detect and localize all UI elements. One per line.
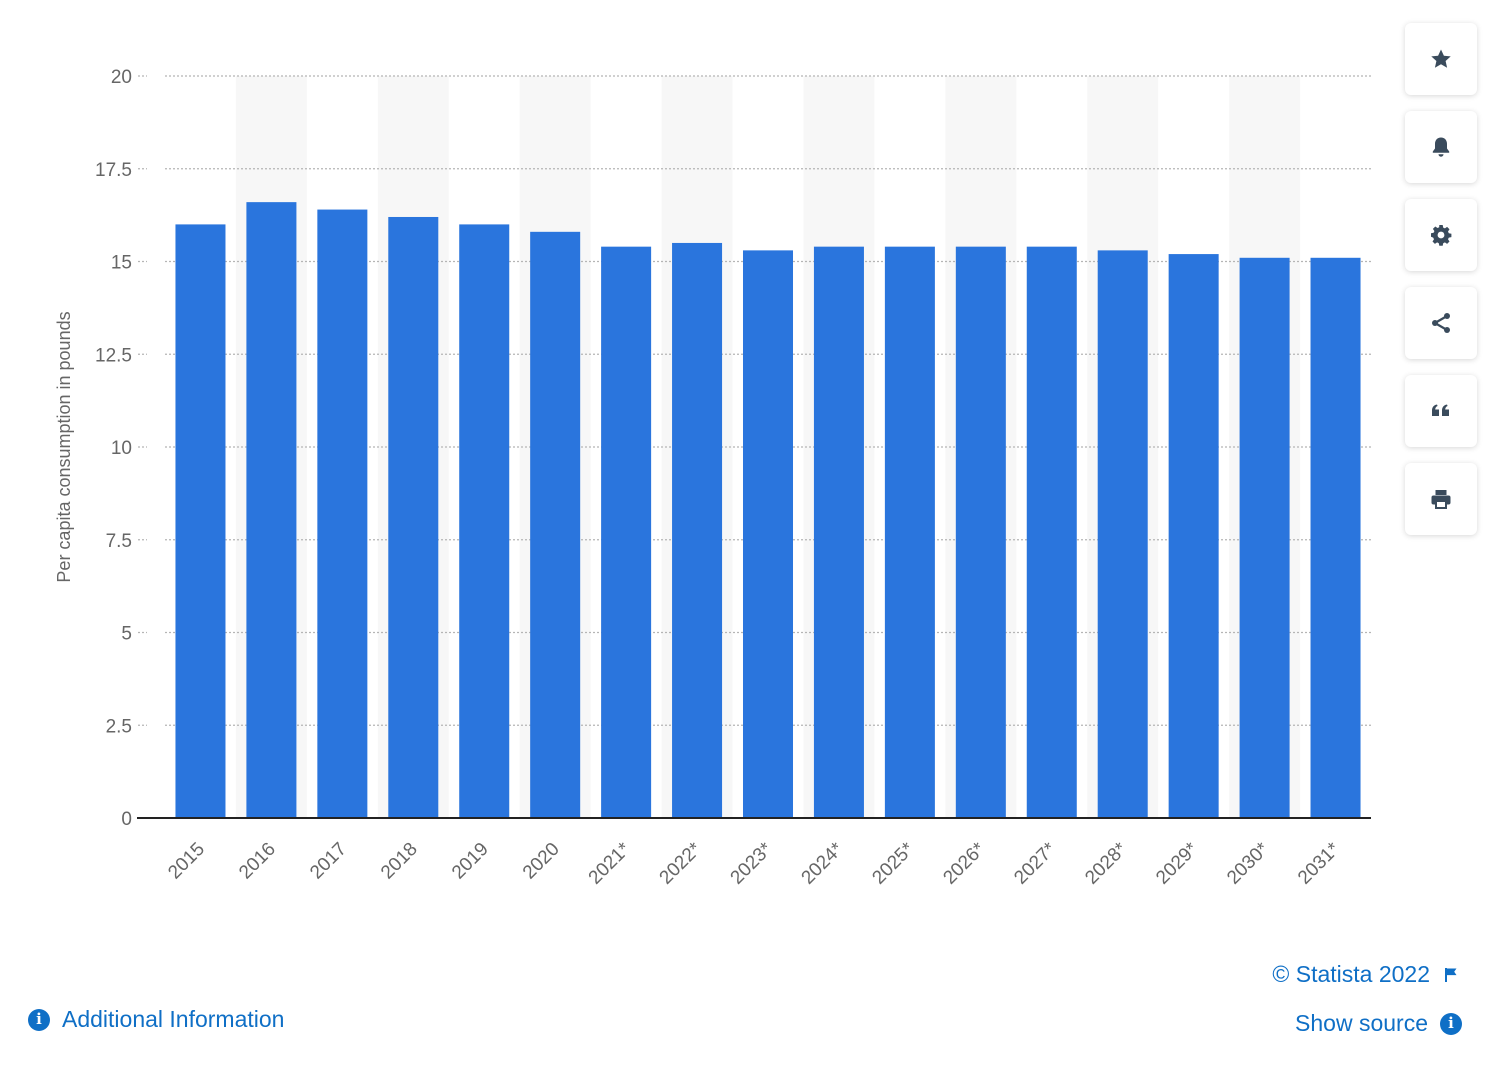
bar[interactable] <box>1168 254 1219 818</box>
x-tick-label: 2029* <box>1152 838 1202 888</box>
additional-information-text: Additional Information <box>62 1006 285 1032</box>
info-icon: i <box>28 1008 50 1031</box>
x-tick-label: 2021* <box>585 838 635 888</box>
print-button[interactable] <box>1405 463 1477 535</box>
x-tick-label: 2025* <box>868 838 918 888</box>
bar[interactable] <box>175 224 226 818</box>
y-tick-label: 17.5 <box>95 160 132 181</box>
y-tick-label: 12.5 <box>95 345 132 366</box>
x-tick-label: 2015 <box>164 839 209 884</box>
bar[interactable] <box>1097 250 1148 818</box>
x-tick-label: 2031* <box>1294 838 1344 888</box>
bar[interactable] <box>813 246 864 818</box>
y-tick-label: 15 <box>111 253 132 274</box>
share-button[interactable] <box>1405 287 1477 359</box>
bar[interactable] <box>317 209 368 818</box>
y-axis-ticks: 0 2.5 5 7.5 10 12.5 15 17.5 20 <box>95 67 132 830</box>
x-tick-label: 2016 <box>235 839 280 884</box>
bar[interactable] <box>388 216 439 819</box>
bar[interactable] <box>459 224 510 818</box>
info-icon: i <box>1440 1012 1462 1035</box>
y-tick-label: 0 <box>121 809 132 830</box>
x-axis-labels: 2015 2016 2017 2018 2019 2020 2021* 2022* 2023* 2… <box>164 838 1344 888</box>
statista-credit[interactable]: © Statista 2022 <box>1272 961 1458 988</box>
x-tick-label: 2018 <box>377 839 422 884</box>
bar[interactable] <box>1026 246 1077 818</box>
share-icon <box>1432 313 1450 333</box>
bar[interactable] <box>601 246 652 818</box>
x-tick-label: 2026* <box>939 838 989 888</box>
chart-toolbar <box>1405 23 1477 551</box>
quote-icon <box>1432 404 1449 416</box>
x-tick-label: 2023* <box>727 838 777 888</box>
x-tick-label: 2028* <box>1081 838 1131 888</box>
bar[interactable] <box>1239 257 1290 818</box>
bar[interactable] <box>742 250 794 818</box>
show-source-link[interactable]: Show source i <box>1295 1010 1462 1037</box>
x-tick-label: 2024* <box>798 838 848 888</box>
x-tick-label: 2022* <box>656 838 706 888</box>
additional-information-link[interactable]: i Additional Information <box>28 1006 284 1033</box>
y-axis-title: Per capita consumption in pounds <box>54 311 74 582</box>
bar[interactable] <box>955 246 1006 818</box>
star-icon <box>1431 49 1451 68</box>
y-tick-label: 2.5 <box>106 716 132 737</box>
x-tick-label: 2027* <box>1010 838 1060 888</box>
y-tick-label: 7.5 <box>106 531 132 552</box>
y-tick-label: 10 <box>111 438 132 459</box>
show-source-text: Show source <box>1295 1010 1428 1036</box>
bell-icon <box>1432 137 1450 157</box>
bar[interactable] <box>530 231 581 818</box>
bars <box>175 202 1361 819</box>
bar[interactable] <box>672 242 723 818</box>
bar[interactable] <box>884 246 935 818</box>
x-tick-label: 2017 <box>306 839 351 884</box>
bar[interactable] <box>1310 257 1361 818</box>
gear-icon <box>1431 225 1452 246</box>
flag-icon <box>1445 967 1457 982</box>
notification-button[interactable] <box>1405 111 1477 183</box>
settings-button[interactable] <box>1405 199 1477 271</box>
bar[interactable] <box>246 202 297 818</box>
x-tick-label: 2020 <box>519 839 564 884</box>
favorite-button[interactable] <box>1405 23 1477 95</box>
x-tick-label: 2030* <box>1223 838 1273 888</box>
print-icon <box>1431 490 1451 509</box>
y-tick-label: 20 <box>111 67 132 88</box>
cite-button[interactable] <box>1405 375 1477 447</box>
credit-text: © Statista 2022 <box>1272 961 1430 987</box>
x-tick-label: 2019 <box>448 839 493 884</box>
y-tick-label: 5 <box>121 624 132 645</box>
